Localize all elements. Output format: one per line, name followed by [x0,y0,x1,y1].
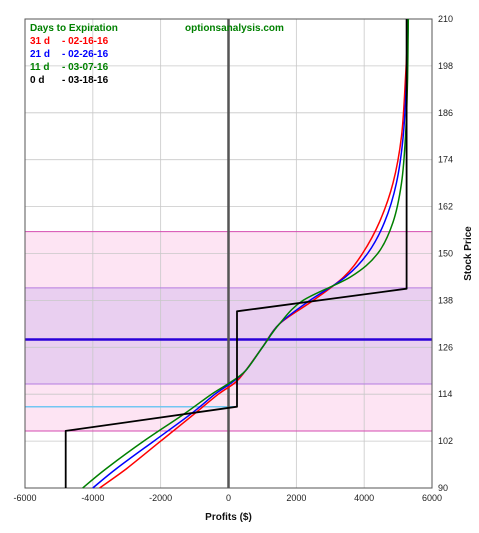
y-tick-label: 102 [438,436,453,446]
series-line-11d [82,18,410,489]
y-tick-label: 138 [438,295,453,305]
legend-series-name: 21 d [30,49,50,60]
y-tick-label: 198 [438,61,453,71]
x-tick-label: 0 [226,493,231,503]
y-tick-label: 90 [438,483,448,493]
legend-series-name: 11 d [30,62,49,73]
x-tick-label: 6000 [422,493,442,503]
y-tick-label: 186 [438,108,453,118]
legend-series-date: - 03-07-16 [62,62,109,73]
x-tick-label: -2000 [149,493,172,503]
series-line-0d [64,19,408,488]
y-tick-label: 114 [438,389,452,399]
y-tick-label: 150 [438,249,453,259]
y-tick-label: 126 [438,342,453,352]
legend-series-date: - 03-18-16 [62,75,109,86]
plot-border [24,18,433,489]
x-axis-title: Profits ($) [205,512,252,523]
legend-series-date: - 02-26-16 [62,49,109,60]
watermark-text: optionsanalysis.com [185,23,284,34]
x-tick-label: 4000 [354,493,374,503]
y-axis-title: Stock Price [463,226,474,281]
x-tick-label: 2000 [286,493,306,503]
legend-title: Days to Expiration [30,23,118,34]
legend-series-name: 31 d [30,36,50,47]
y-tick-label: 174 [438,155,453,165]
y-tick-label: 162 [438,202,453,212]
y-tick-label: 210 [438,14,453,24]
legend-series-date: - 02-16-16 [62,36,109,47]
legend-series-name: 0 d [30,75,44,86]
x-tick-label: -6000 [13,493,36,503]
x-tick-label: -4000 [81,493,104,503]
